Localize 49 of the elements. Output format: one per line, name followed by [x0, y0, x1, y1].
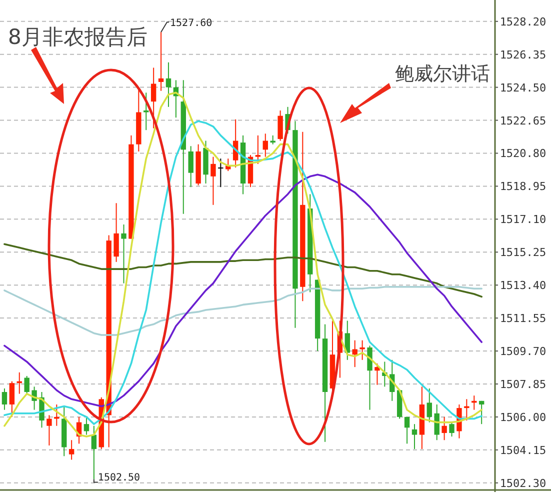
y-tick-label: 1513.40: [500, 279, 546, 292]
annotation: 1527.60: [170, 18, 212, 30]
candlestick: [114, 202, 119, 262]
candlestick: [24, 375, 30, 394]
candlestick: [121, 224, 126, 284]
candlestick: [449, 422, 454, 438]
annotation: 8月非农报告后: [8, 25, 148, 49]
y-tick-label: 1509.70: [500, 345, 546, 358]
candlestick: [166, 62, 172, 108]
extreme-label: 1527.60: [160, 18, 212, 33]
candlestick: [404, 416, 410, 444]
candlestick: [367, 345, 372, 410]
candlestick: [426, 388, 432, 423]
candlestick: [344, 320, 350, 360]
y-tick-label: 1522.65: [500, 114, 546, 128]
candlestick: [478, 400, 484, 425]
y-tick-label: 1502.30: [500, 476, 546, 490]
candlestick: [68, 440, 74, 460]
candlestick: [442, 416, 447, 441]
candlestick: [278, 110, 283, 142]
candlestick: [150, 67, 156, 129]
candlestick: [2, 388, 8, 410]
y-tick-label: 1526.35: [500, 48, 546, 62]
y-tick-label: 1518.95: [500, 180, 546, 194]
y-tick-label: 1517.10: [500, 213, 546, 226]
y-tick-label: 1520.80: [500, 147, 546, 160]
y-tick-label: 1515.25: [500, 246, 546, 260]
candlestick: [210, 156, 216, 206]
candlestick: [188, 146, 194, 188]
candlestick: [352, 340, 358, 368]
annotation: 鲍威尔讲话: [395, 63, 490, 85]
y-tick-label: 1506.00: [500, 410, 546, 424]
candlestick: [158, 32, 164, 92]
candlestick: [374, 362, 380, 386]
y-tick-label: 1524.50: [500, 81, 546, 94]
candlestick: [91, 425, 97, 480]
y-tick-label: 1504.15: [500, 444, 546, 457]
candlestick: [144, 92, 149, 131]
candlestick: [84, 416, 90, 436]
y-tick-label: 1507.85: [500, 378, 546, 391]
extreme-label: 1502.50: [93, 472, 140, 484]
candlestick: [46, 414, 52, 446]
candlestick: [262, 133, 268, 158]
candlestick: [9, 380, 15, 418]
candlestick: [255, 134, 261, 164]
candlestick: [412, 424, 418, 450]
y-tick-label: 1528.20: [500, 15, 546, 28]
candlestick: [218, 158, 224, 188]
y-tick-label: 1511.55: [500, 312, 546, 326]
